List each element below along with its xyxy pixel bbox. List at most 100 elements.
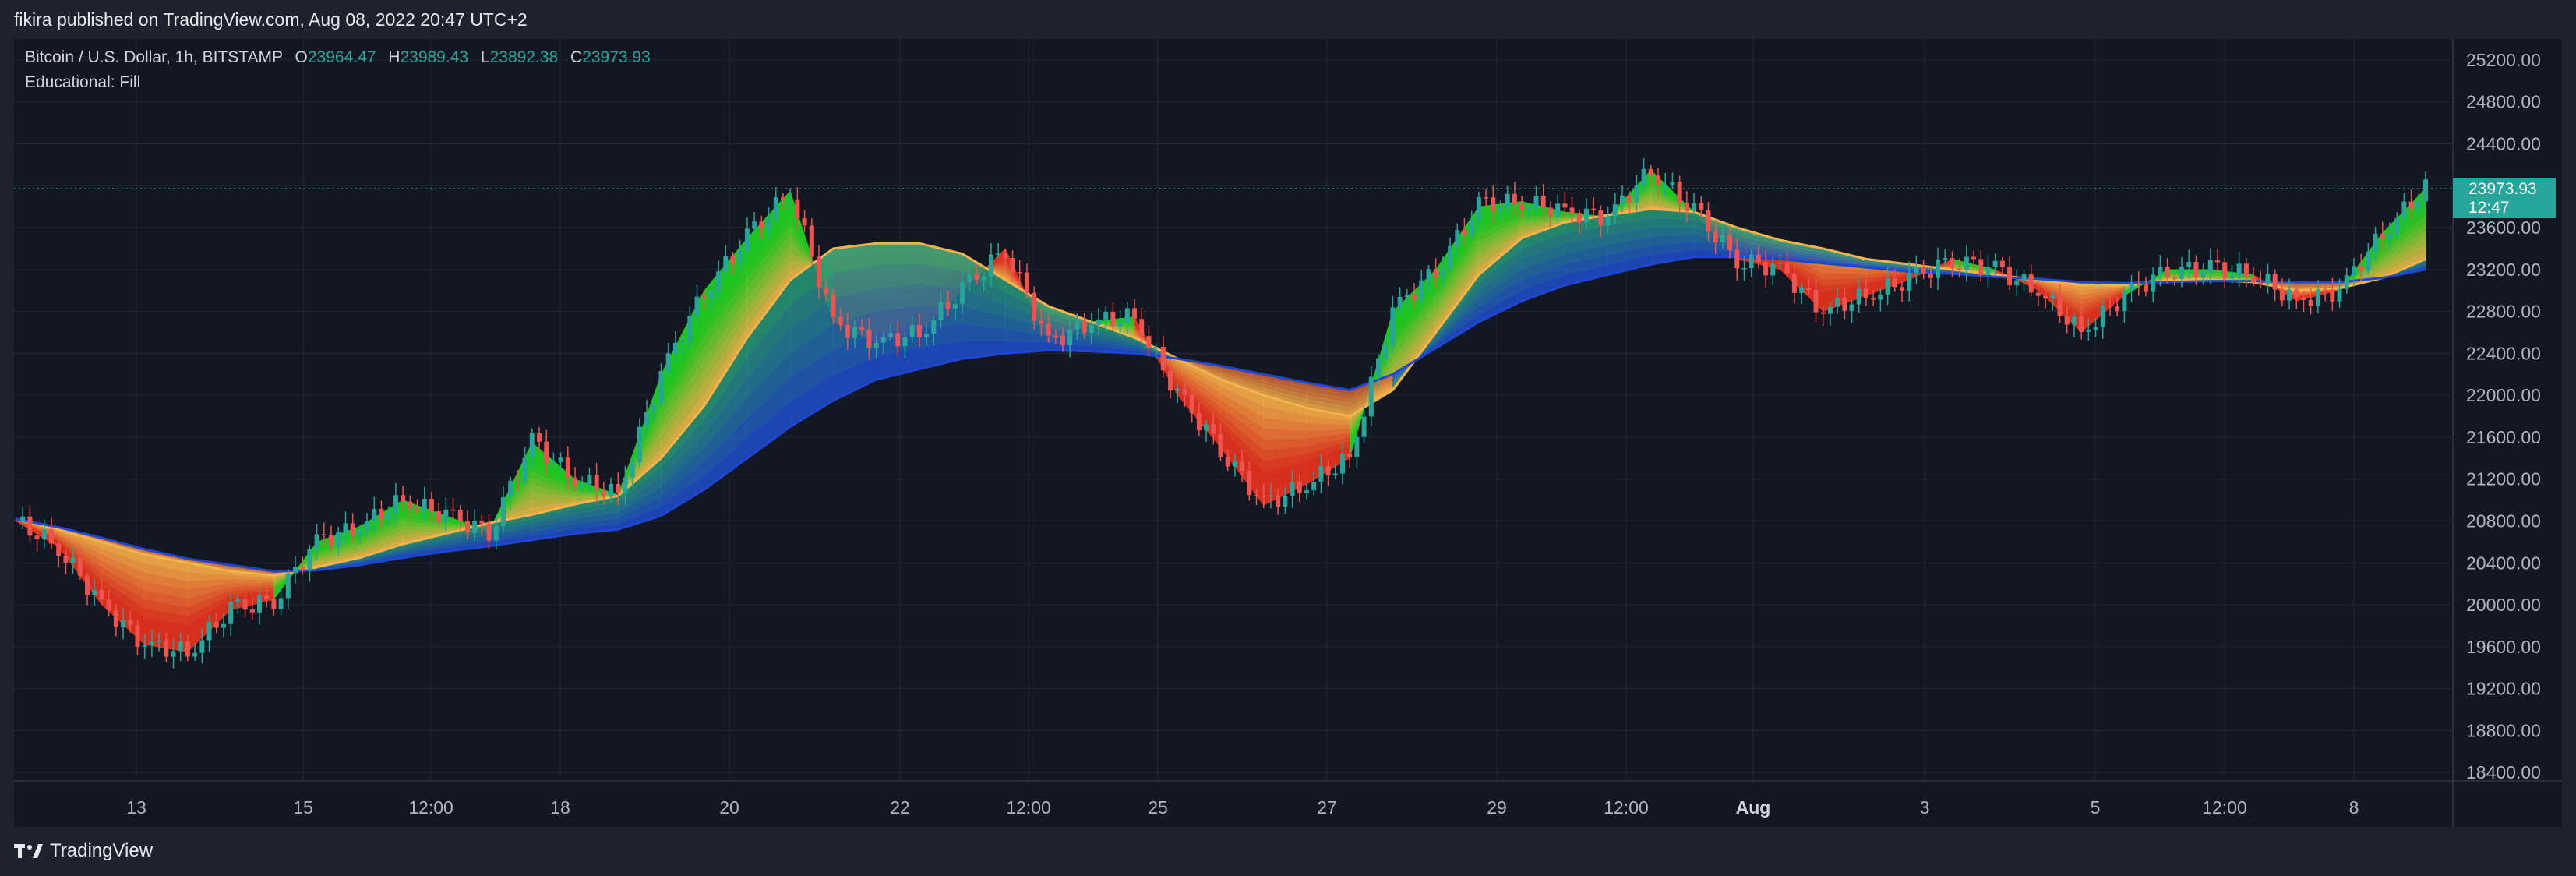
- candle-body: [529, 433, 535, 458]
- chart-pane[interactable]: 25200.0024800.0024400.0024000.0023600.00…: [14, 39, 2562, 827]
- candle-body: [1670, 182, 1675, 185]
- candle-body: [1390, 307, 1396, 346]
- candle-body: [1254, 495, 1259, 496]
- candle-body: [2315, 289, 2320, 306]
- candle-body: [2107, 306, 2112, 307]
- bar-countdown: 12:47: [2468, 199, 2510, 217]
- candle-body: [2129, 283, 2134, 291]
- candle-body: [945, 302, 951, 309]
- candle-body: [1024, 272, 1029, 293]
- candle-body: [1943, 258, 1948, 260]
- candle-body: [1017, 272, 1022, 274]
- candle-body: [824, 287, 829, 295]
- candle-body: [938, 302, 944, 320]
- candle-body: [1368, 376, 1374, 417]
- candle-body: [415, 508, 420, 511]
- candle-body: [2351, 266, 2356, 276]
- close-label: C: [570, 48, 583, 66]
- candle-body: [1010, 257, 1015, 273]
- candle-body: [1950, 258, 1955, 269]
- candle-body: [744, 228, 750, 251]
- y-tick-label: 19200.00: [2466, 679, 2541, 699]
- candle-body: [2200, 272, 2206, 277]
- candle-body: [1325, 466, 1331, 476]
- x-tick-label: 5: [2091, 797, 2101, 818]
- price-chart[interactable]: 25200.0024800.0024400.0024000.0023600.00…: [14, 39, 2562, 827]
- candle-body: [213, 621, 219, 628]
- candle-body: [996, 253, 1001, 255]
- candle-body: [1426, 269, 1431, 281]
- candle-body: [2207, 260, 2213, 273]
- candle-body: [1261, 496, 1266, 497]
- x-tick-label: 12:00: [1006, 797, 1051, 818]
- candle-body: [1849, 304, 1854, 311]
- candle-body: [422, 499, 427, 511]
- indicator-legend[interactable]: Educational: Fill: [25, 73, 141, 91]
- candle-body: [2086, 330, 2091, 332]
- candle-body: [206, 621, 212, 641]
- candle-body: [2415, 201, 2421, 209]
- candle-body: [1153, 346, 1159, 348]
- candle-body: [522, 457, 528, 481]
- tradingview-brand[interactable]: TradingView: [14, 840, 153, 862]
- candle-body: [2057, 295, 2063, 316]
- candle-body: [2014, 280, 2020, 286]
- candle-body: [873, 342, 879, 348]
- candle-body: [479, 521, 485, 524]
- candle-body: [967, 274, 972, 282]
- candle-body: [1806, 287, 1812, 291]
- candle-body: [1003, 253, 1008, 258]
- y-tick-label: 21200.00: [2466, 469, 2541, 489]
- candle-body: [1060, 335, 1065, 346]
- x-tick-label: 27: [1317, 797, 1337, 818]
- candle-body: [1749, 254, 1754, 269]
- candle-body: [2151, 274, 2156, 292]
- candle-body: [321, 534, 326, 536]
- candle-body: [393, 495, 398, 514]
- candle-body: [285, 573, 291, 599]
- candle-body: [365, 521, 370, 530]
- candle-body: [2035, 292, 2041, 296]
- candle-body: [1791, 273, 1797, 293]
- candle-body: [1999, 260, 2005, 267]
- candle-body: [809, 225, 814, 257]
- candle-body: [128, 620, 133, 626]
- candle-body: [171, 651, 176, 657]
- candle-body: [573, 477, 578, 486]
- candle-body: [336, 532, 341, 546]
- candle-body: [1684, 203, 1689, 211]
- candle-body: [106, 599, 111, 611]
- candle-body: [1914, 267, 1919, 274]
- candle-body: [1232, 461, 1237, 467]
- candle-body: [34, 535, 40, 540]
- candle-body: [723, 256, 729, 272]
- candle-body: [551, 462, 556, 464]
- candle-body: [1706, 210, 1711, 232]
- candle-body: [2323, 289, 2328, 291]
- candle-body: [1498, 208, 1503, 212]
- candle-body: [658, 370, 664, 404]
- candle-body: [680, 341, 686, 344]
- candle-body: [2158, 267, 2163, 275]
- candle-body: [1204, 424, 1209, 431]
- candle-body: [85, 575, 90, 595]
- y-tick-label: 22400.00: [2466, 343, 2541, 363]
- candle-body: [2021, 274, 2027, 281]
- candle-body: [687, 316, 693, 342]
- candle-body: [2043, 295, 2048, 299]
- candle-body: [271, 599, 277, 609]
- candle-body: [952, 304, 958, 309]
- candle-body: [1146, 336, 1152, 348]
- symbol-title[interactable]: Bitcoin / U.S. Dollar, 1h, BITSTAMP: [25, 48, 283, 66]
- candle-body: [1827, 306, 1833, 314]
- candle-body: [1978, 259, 1984, 276]
- candle-body: [293, 567, 298, 574]
- candle-body: [1175, 388, 1180, 391]
- y-tick-label: 21600.00: [2466, 427, 2541, 447]
- candle-body: [372, 508, 377, 521]
- candle-body: [2258, 282, 2264, 284]
- candle-body: [1720, 235, 1725, 242]
- candle-body: [1598, 210, 1604, 226]
- candle-body: [1648, 168, 1653, 176]
- candle-body: [1168, 370, 1173, 391]
